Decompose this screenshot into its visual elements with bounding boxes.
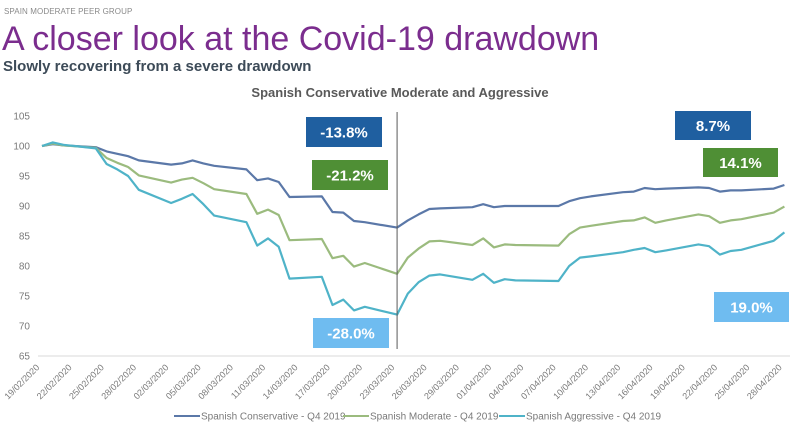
badge-background [714,292,789,322]
chart-title: Spanish Conservative Moderate and Aggres… [251,85,548,100]
x-tick-label: 28/04/2020 [745,362,784,401]
y-tick-label: 95 [19,172,31,183]
badge-background [312,160,388,190]
annotation-badge-recovery-5: 19.0% [714,292,789,322]
series-line-aggressive [41,141,786,316]
y-tick-label: 105 [13,112,30,123]
y-tick-label: 100 [13,142,30,153]
badge-label: -13.8% [320,125,368,142]
y-tick-label: 90 [19,202,31,213]
y-tick-label: 80 [19,262,31,273]
x-axis: 19/02/202022/02/202025/02/202028/02/2020… [2,362,783,401]
y-axis: 65 70 75 80 85 90 95 100 105 [13,112,30,363]
annotation-badge-recovery-4: 14.1% [703,148,778,177]
badge-label: -21.2% [326,168,374,185]
badge-label: -28.0% [327,326,375,343]
annotation-badge-drawdown-0: -13.8% [306,117,382,147]
series-lines [41,141,786,316]
legend-label: Spanish Moderate - Q4 2019 [370,412,499,423]
annotation-badge-drawdown-1: -21.2% [312,160,388,190]
y-tick-label: 85 [19,232,31,243]
annotation-badge-drawdown-2: -28.0% [313,318,389,348]
y-tick-label: 75 [19,292,31,303]
legend-item-conservative: Spanish Conservative - Q4 2019 [174,412,346,423]
badge-background [313,318,389,348]
page-title: A closer look at the Covid-19 drawdown [2,20,600,58]
y-tick-label: 70 [19,322,31,333]
y-tick-label: 65 [19,352,31,363]
badge-label: 14.1% [719,155,762,172]
legend-item-aggressive: Spanish Aggressive - Q4 2019 [499,412,662,423]
legend: Spanish Conservative - Q4 2019 Spanish Mo… [174,412,662,423]
badge-background [703,148,778,177]
page-subtitle: Slowly recovering from a severe drawdown [3,58,312,75]
legend-label: Spanish Aggressive - Q4 2019 [526,412,662,423]
annotation-badge-recovery-3: 8.7% [675,111,751,140]
series-line-moderate [41,142,785,275]
legend-label: Spanish Conservative - Q4 2019 [201,412,346,423]
badge-label: 8.7% [696,118,730,135]
badge-label: 19.0% [730,300,773,317]
series-line-conservative [41,143,785,229]
badge-background [306,117,382,147]
section-kicker: SPAIN MODERATE PEER GROUP [4,7,133,16]
legend-item-moderate: Spanish Moderate - Q4 2019 [343,412,499,423]
badge-background [675,111,751,140]
annotation-badges: -13.8% -21.2% -28.0% 8.7% 14.1% 19.0% [306,111,789,348]
